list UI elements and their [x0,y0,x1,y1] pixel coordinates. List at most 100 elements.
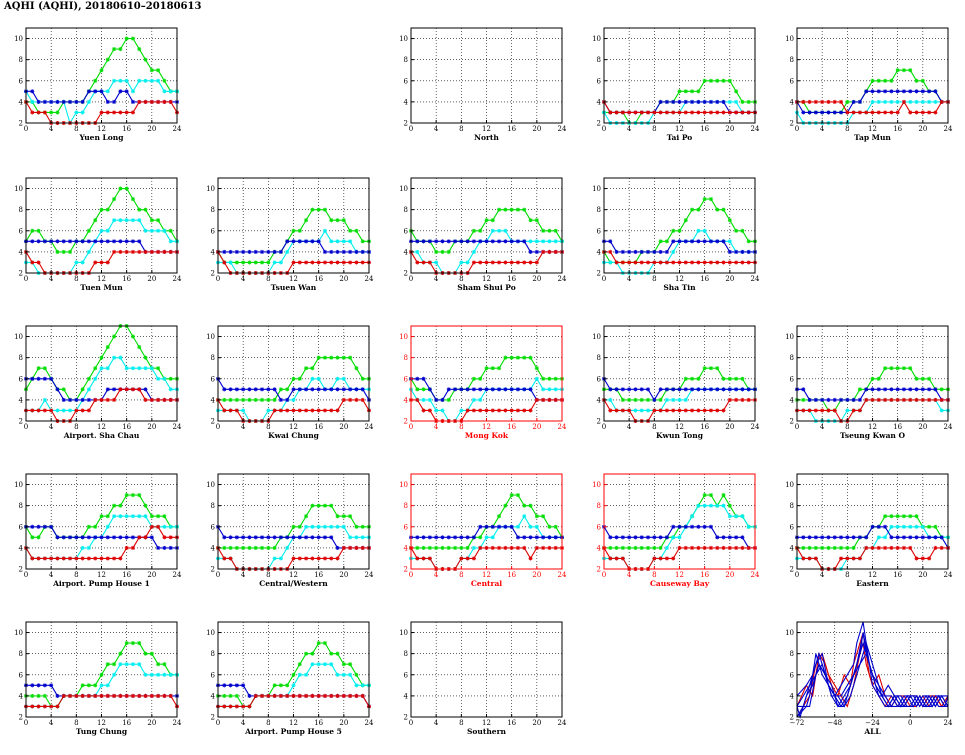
data-point-red [484,545,489,550]
data-point-blue [746,387,751,392]
data-point-green [434,249,439,254]
data-point-red [801,99,806,104]
data-point-red [304,260,309,265]
data-point-red [427,408,432,413]
station-label: Central [471,579,502,588]
data-point-green [515,493,520,498]
data-point-red [335,693,340,698]
x-tick-label: 16 [122,719,131,727]
data-point-red [683,260,688,265]
data-point-red [734,545,739,550]
data-point-blue [55,535,60,540]
data-point-red [522,545,527,550]
data-point-blue [620,249,625,254]
data-point-blue [49,99,54,104]
data-point-green [690,376,695,381]
data-point-blue [740,535,745,540]
data-point-green [322,207,327,212]
data-point-cyan [143,78,148,83]
y-tick-label: 10 [206,481,215,489]
data-point-red [627,260,632,265]
station-label: Central/Western [259,579,328,588]
data-point-blue [715,535,720,540]
data-point-red [124,693,129,698]
data-point-blue [49,239,54,244]
data-point-green [740,376,745,381]
data-point-blue [664,387,669,392]
data-point-blue [278,397,283,402]
data-point-green [515,355,520,360]
plot-frame [796,27,949,124]
data-point-red [534,397,539,402]
data-point-cyan [149,228,154,233]
data-point-green [702,366,707,371]
x-tick-label: 4 [434,275,439,283]
data-point-red [247,704,252,709]
data-point-green [895,514,900,519]
data-point-cyan [130,218,135,223]
data-point-blue [677,524,682,529]
data-point-red [272,693,277,698]
data-point-red [124,545,129,550]
y-tick-label: 10 [399,35,408,43]
x-tick-label: 16 [893,125,902,133]
data-point-green [658,397,663,402]
data-point-red [908,110,913,115]
data-point-red [708,260,713,265]
data-point-blue [901,89,906,94]
data-point-green [360,524,365,529]
x-tick-label: 0 [24,423,28,431]
y-tick-label: 4 [211,248,216,256]
data-point-blue [118,535,123,540]
x-tick-label: 4 [49,125,54,133]
data-point-red [162,397,167,402]
data-point-cyan [105,89,110,94]
data-point-blue [708,387,713,392]
data-point-blue [652,535,657,540]
data-point-red [864,397,869,402]
x-tick-label: 20 [918,423,927,431]
data-point-red [652,110,657,115]
data-point-red [620,408,625,413]
data-point-cyan [112,514,117,519]
data-point-red [515,408,520,413]
data-point-red [864,110,869,115]
data-point-red [421,556,426,561]
data-point-blue [241,683,246,688]
x-tick-label: 12 [482,423,491,431]
data-point-red [658,260,663,265]
data-point-cyan [914,524,919,529]
data-point-green [465,545,470,550]
data-point-blue [335,387,340,392]
data-point-red [55,704,60,709]
data-point-red [471,260,476,265]
data-point-red [627,110,632,115]
data-point-red [646,110,651,115]
x-tick-label: 24 [944,125,953,133]
data-point-cyan [162,89,167,94]
data-point-blue [93,535,98,540]
x-tick-label: −72 [790,719,805,727]
data-point-green [727,218,732,223]
data-point-green [297,228,302,233]
data-point-green [112,197,117,202]
data-point-green [696,89,701,94]
data-point-blue [266,535,271,540]
data-point-cyan [316,524,321,529]
data-point-red [876,397,881,402]
data-point-blue [253,535,258,540]
y-tick-label: 10 [206,629,215,637]
data-point-red [677,408,682,413]
data-point-blue [734,535,739,540]
data-point-green [105,345,110,350]
data-point-red [690,260,695,265]
x-tick-label: 20 [532,571,541,579]
data-point-red [608,556,613,561]
data-point-green [124,36,129,41]
data-point-red [690,408,695,413]
data-point-cyan [61,408,66,413]
data-point-blue [702,524,707,529]
data-point-red [118,556,123,561]
